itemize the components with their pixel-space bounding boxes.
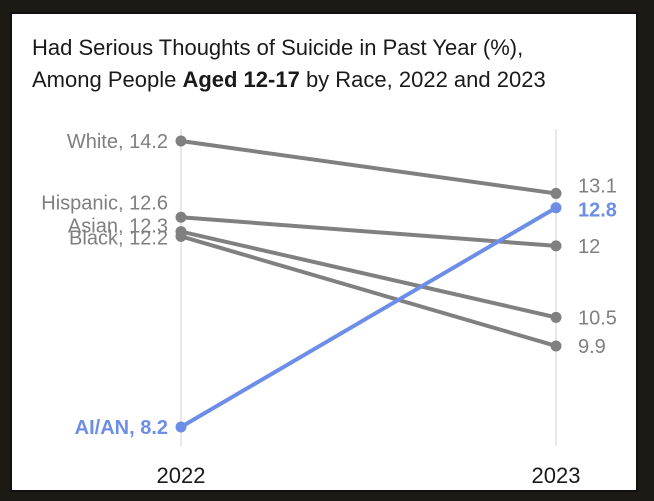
x-tick-2022: 2022 — [157, 463, 206, 488]
slope-chart: White, 14.2 13.1 Hispanic, 12.6 12 Asian, 12… — [41, 129, 617, 488]
label-black-2023: 9.9 — [578, 336, 606, 358]
chart-title-post: by Race, 2022 and 2023 — [299, 67, 546, 92]
label-white-2022: White, 14.2 — [67, 131, 168, 153]
chart-title-line2: Among People Aged 12-17 by Race, 2022 an… — [32, 64, 546, 96]
chart-title-bold: Aged 12-17 — [182, 67, 300, 92]
label-ai-an-2023: 12.8 — [578, 200, 617, 222]
chart-frame: Had Serious Thoughts of Suicide in Past … — [10, 12, 638, 492]
series-line-black — [179, 234, 558, 348]
chart-title-line1: Had Serious Thoughts of Suicide in Past … — [32, 35, 524, 60]
point-asian-end — [550, 311, 562, 323]
series-line-hispanic — [179, 215, 558, 248]
label-asian-2022: Asian, 12.3 — [68, 216, 168, 238]
label-ai-an-2022: AI/AN, 8.2 — [75, 417, 168, 439]
series-line-ai-an — [179, 205, 558, 429]
label-black-2022: Black, 12.2 — [69, 227, 168, 249]
point-black-end — [550, 340, 562, 352]
chart-title-pre: Among People — [32, 67, 183, 92]
point-ai-an-start — [175, 421, 187, 433]
label-hispanic-2023: 12 — [578, 236, 600, 258]
point-black-start — [175, 230, 187, 242]
x-tick-2023: 2023 — [532, 463, 581, 488]
label-white-2023: 13.1 — [578, 175, 617, 197]
point-hispanic-end — [550, 240, 562, 252]
point-hispanic-start — [175, 211, 187, 223]
point-white-end — [550, 187, 562, 199]
chart-title: Had Serious Thoughts of Suicide in Past … — [32, 32, 546, 96]
label-hispanic-2022: Hispanic, 12.6 — [41, 192, 168, 214]
point-white-start — [175, 135, 187, 147]
series-line-asian — [179, 229, 558, 320]
point-ai-an-end — [550, 202, 562, 214]
series-line-white — [179, 139, 558, 196]
label-asian-2023: 10.5 — [578, 307, 617, 329]
